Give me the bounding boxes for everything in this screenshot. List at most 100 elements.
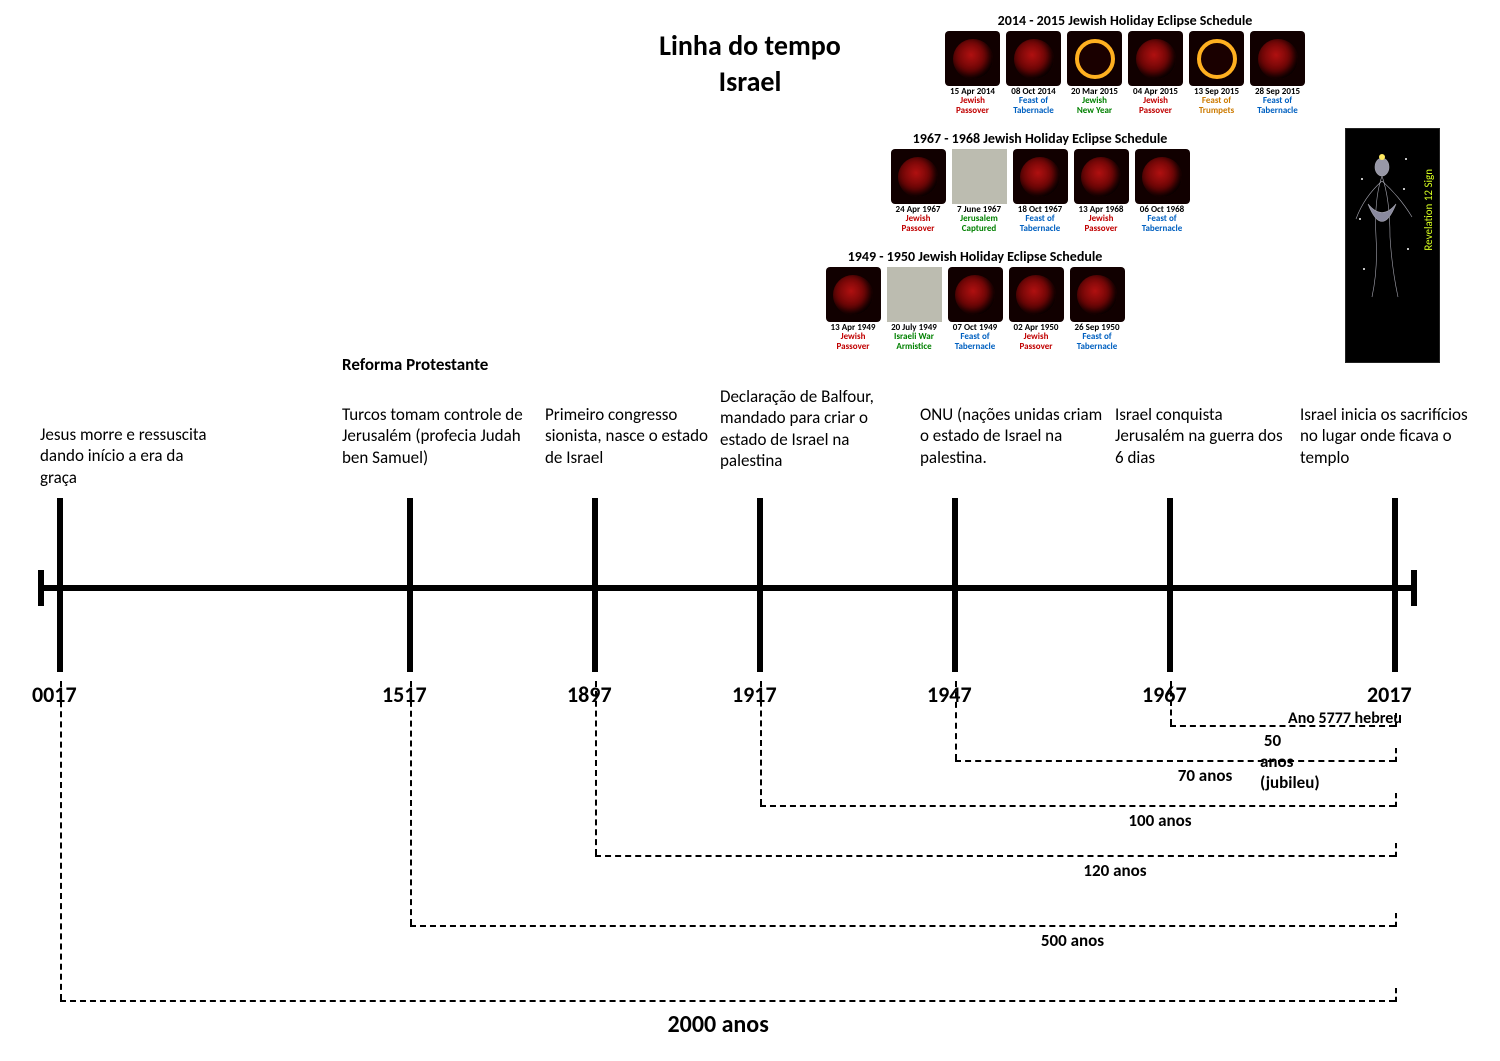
span-vertical	[60, 681, 62, 1000]
timeline-axis	[40, 585, 1415, 591]
eclipse-name: Trumpets	[1189, 106, 1244, 115]
timeline-tick	[952, 498, 958, 672]
revelation-12-label: Revelation 12 Sign	[1422, 169, 1435, 251]
eclipse-name: Captured	[952, 224, 1007, 233]
eclipse-thumb: 13 Sep 2015Feast ofTrumpets	[1189, 31, 1244, 115]
span-vertical	[1395, 843, 1397, 857]
moon-icon	[1013, 149, 1068, 204]
moon-icon	[1074, 149, 1129, 204]
span-vertical	[1395, 748, 1397, 762]
event-text: Jesus morre e ressuscita dando início a …	[40, 424, 210, 488]
span-vertical	[595, 681, 597, 855]
moon-icon	[826, 267, 881, 322]
moon-icon	[1006, 31, 1061, 86]
eclipse-thumb: 26 Sep 1950Feast ofTabernacle	[1070, 267, 1125, 351]
moon-icon	[1135, 149, 1190, 204]
eclipse-thumb: 15 Apr 2014JewishPassover	[945, 31, 1000, 115]
event-text: Israel inicia os sacrifícios no lugar on…	[1300, 404, 1475, 468]
eclipse-name: Passover	[1009, 342, 1064, 351]
eclipse-thumb: 07 Oct 1949Feast ofTabernacle	[948, 267, 1003, 351]
eclipse-thumb: 7 June 1967JerusalemCaptured	[952, 149, 1007, 233]
schedule-title: 1949 - 1950 Jewish Holiday Eclipse Sched…	[805, 248, 1145, 265]
moon-icon	[945, 31, 1000, 86]
year-label: 0017	[32, 681, 77, 708]
eclipse-schedule: 2014 - 2015 Jewish Holiday Eclipse Sched…	[925, 12, 1325, 115]
year-label: 1917	[732, 681, 777, 708]
year-label: 1967	[1142, 681, 1187, 708]
year-label: 1897	[567, 681, 612, 708]
eclipse-thumb: 04 Apr 2015JewishPassover	[1128, 31, 1183, 115]
span-horizontal	[955, 760, 1395, 762]
eclipse-name: Tabernacle	[1070, 342, 1125, 351]
eclipse-name: Tabernacle	[948, 342, 1003, 351]
year-label: 1947	[927, 681, 972, 708]
span-horizontal	[60, 1000, 1395, 1002]
eclipse-name: Passover	[826, 342, 881, 351]
eclipse-name: Passover	[1128, 106, 1183, 115]
moon-icon	[1128, 31, 1183, 86]
span-vertical	[410, 681, 412, 925]
gray-icon	[952, 149, 1007, 204]
eclipse-thumb: 02 Apr 1950JewishPassover	[1009, 267, 1064, 351]
event-text: Turcos tomam controle de Jerusalém (prof…	[342, 404, 527, 468]
event-text: Primeiro congresso sionista, nasce o est…	[545, 404, 725, 468]
eclipse-thumb: 20 Mar 2015JewishNew Year	[1067, 31, 1122, 115]
eclipse-name: Passover	[891, 224, 946, 233]
timeline-tick	[57, 498, 63, 672]
span-horizontal	[1170, 725, 1395, 727]
eclipse-name: Passover	[1074, 224, 1129, 233]
schedule-row: 13 Apr 1949JewishPassover20 July 1949Isr…	[805, 267, 1145, 351]
eclipse-schedule: 1949 - 1950 Jewish Holiday Eclipse Sched…	[805, 248, 1145, 351]
eclipse-name: Tabernacle	[1250, 106, 1305, 115]
span-label: 2000 anos	[668, 1010, 769, 1039]
event-text: Israel conquista Jerusalém na guerra dos…	[1115, 404, 1285, 468]
eclipse-thumb: 13 Apr 1968JewishPassover	[1074, 149, 1129, 233]
timeline-tick	[757, 498, 763, 672]
axis-endcap-left	[38, 570, 44, 606]
timeline-tick	[1392, 498, 1398, 672]
timeline-tick	[592, 498, 598, 672]
span-vertical	[1395, 913, 1397, 927]
event-text: ONU (nações unidas criam o estado de Isr…	[920, 404, 1110, 468]
moon-icon	[1009, 267, 1064, 322]
span-horizontal	[595, 855, 1395, 857]
ring-icon	[1067, 31, 1122, 86]
span-vertical	[1395, 713, 1397, 727]
eclipse-name: Tabernacle	[1006, 106, 1061, 115]
moon-icon	[1070, 267, 1125, 322]
schedule-row: 15 Apr 2014JewishPassover08 Oct 2014Feas…	[925, 31, 1325, 115]
span-horizontal	[760, 805, 1395, 807]
span-label: 70 anos	[1125, 765, 1285, 786]
eclipse-name: Passover	[945, 106, 1000, 115]
eclipse-thumb: 06 Oct 1968Feast ofTabernacle	[1135, 149, 1190, 233]
schedule-row: 24 Apr 1967JewishPassover7 June 1967Jeru…	[870, 149, 1210, 233]
timeline-tick	[407, 498, 413, 672]
span-label: 120 anos	[945, 860, 1285, 881]
moon-icon	[1250, 31, 1305, 86]
eclipse-schedule: 1967 - 1968 Jewish Holiday Eclipse Sched…	[870, 130, 1210, 233]
event-header: Reforma Protestante	[342, 354, 527, 375]
eclipse-name: Tabernacle	[1135, 224, 1190, 233]
span-vertical	[1395, 988, 1397, 1002]
eclipse-thumb: 28 Sep 2015Feast ofTabernacle	[1250, 31, 1305, 115]
schedule-title: 2014 - 2015 Jewish Holiday Eclipse Sched…	[925, 12, 1325, 29]
span-horizontal	[410, 925, 1395, 927]
virgo-constellation-icon	[1354, 149, 1414, 299]
span-vertical	[1395, 793, 1397, 807]
span-vertical	[760, 681, 762, 805]
span-label: 500 anos	[860, 930, 1285, 951]
revelation-12-sign: Revelation 12 Sign	[1345, 128, 1440, 363]
eclipse-name: Armistice	[887, 342, 942, 351]
ring-icon	[1189, 31, 1244, 86]
moon-icon	[948, 267, 1003, 322]
axis-endcap-right	[1411, 570, 1417, 606]
year-label: 1517	[382, 681, 427, 708]
eclipse-thumb: 13 Apr 1949JewishPassover	[826, 267, 881, 351]
gray-icon	[887, 267, 942, 322]
event-text: Declaração de Balfour, mandado para cria…	[720, 386, 910, 471]
timeline-tick	[1167, 498, 1173, 672]
span-label: 100 anos	[1035, 810, 1285, 831]
eclipse-name: Tabernacle	[1013, 224, 1068, 233]
eclipse-thumb: 24 Apr 1967JewishPassover	[891, 149, 946, 233]
span-vertical	[955, 681, 957, 760]
